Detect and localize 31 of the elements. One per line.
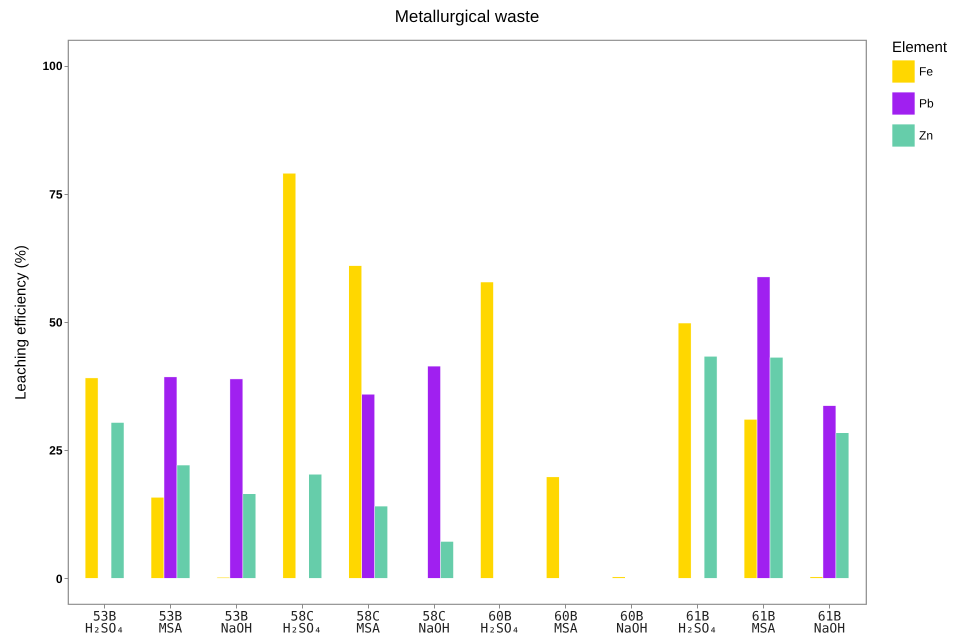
y-tick-label: 25 [49, 444, 63, 458]
x-tick-label: 58C MSA [356, 610, 380, 636]
bar [480, 282, 494, 579]
bar [704, 356, 718, 579]
x-tick-label: 60B H₂SO₄ [480, 610, 520, 636]
x-tick-label: 60B NaOH [616, 610, 648, 636]
y-tick-label: 50 [49, 316, 63, 330]
bar [546, 476, 560, 579]
chart-title: Metallurgical waste [394, 7, 540, 26]
x-tick-label: 58C H₂SO₄ [282, 610, 322, 636]
bar [110, 422, 124, 579]
y-axis-title: Leaching efficiency (%) [12, 245, 30, 400]
x-tick-label: 61B MSA [752, 610, 776, 636]
legend-title: Element [892, 39, 948, 56]
x-tick-label: 61B H₂SO₄ [678, 610, 718, 636]
legend-label: Zn [919, 128, 934, 142]
bar [678, 322, 692, 579]
y-tick-label: 0 [56, 572, 63, 586]
x-tick-label: 58C NaOH [418, 610, 450, 636]
y-tick-label: 75 [49, 187, 63, 202]
bar [282, 173, 296, 579]
x-tick-label: 53B MSA [158, 610, 182, 636]
bar [308, 474, 322, 579]
bar [84, 378, 98, 579]
legend-label: Pb [919, 96, 934, 110]
y-tick-label: 100 [42, 59, 63, 74]
legend-label: Fe [919, 64, 934, 78]
x-tick-label: 61B NaOH [814, 610, 846, 636]
x-tick-label: 53B H₂SO₄ [85, 610, 124, 636]
x-tick-label: 60B MSA [554, 610, 578, 636]
x-tick-label: 53B NaOH [220, 610, 252, 636]
